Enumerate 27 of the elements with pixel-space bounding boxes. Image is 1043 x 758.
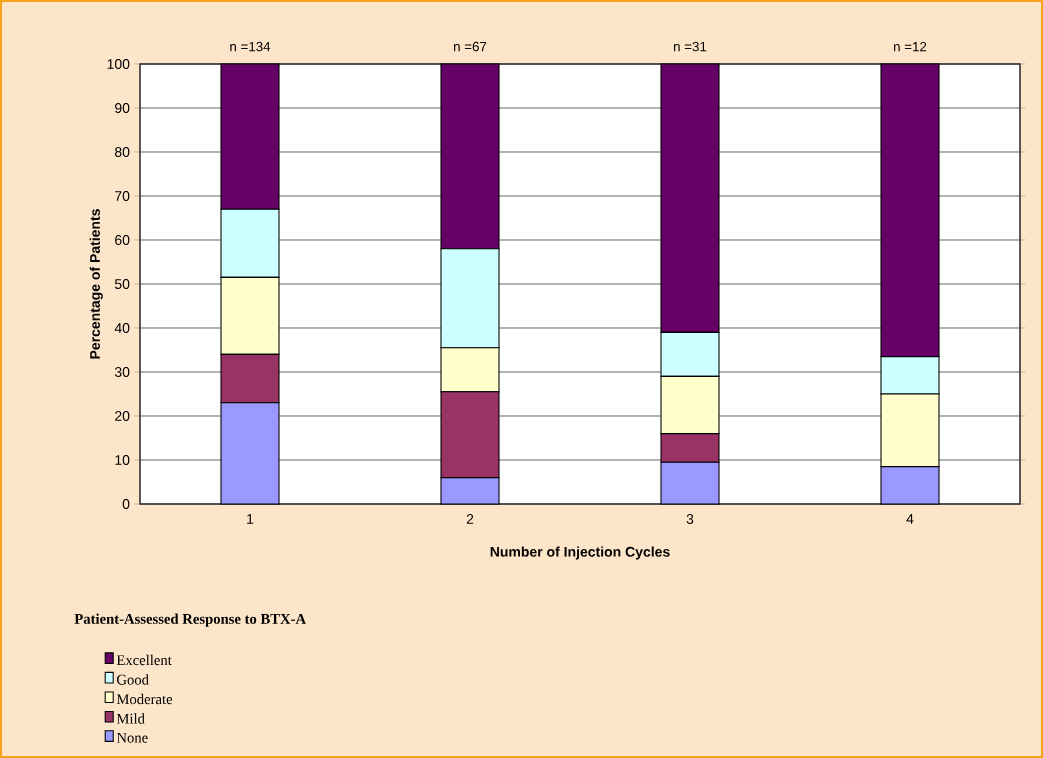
x-tick-label: 3: [686, 514, 694, 524]
legend-label: Moderate: [116, 693, 173, 705]
annotation: n =134: [230, 41, 271, 52]
y-tick-label: 30: [114, 367, 130, 377]
x-axis-title: Number of Injection Cycles: [490, 546, 670, 560]
legend-title: Patient-Assessed Response to BTX-A: [74, 613, 306, 627]
x-tick-label: 1: [247, 514, 254, 524]
y-tick-label: 100: [107, 59, 130, 69]
annotation: n =12: [894, 41, 927, 52]
legend-label: Excellent: [116, 654, 172, 666]
y-tick-label: 40: [114, 323, 130, 333]
y-axis-title: Percentage of Patients: [89, 209, 103, 359]
y-tick-label: 50: [114, 279, 130, 289]
legend-label: Mild: [116, 713, 145, 724]
annotation: n =31: [674, 41, 707, 52]
y-tick-label: 0: [122, 499, 130, 509]
y-tick-label: 90: [115, 103, 130, 113]
annotation: n =67: [454, 41, 487, 52]
y-tick-label: 60: [115, 235, 130, 245]
x-tick-label: 4: [906, 514, 914, 524]
y-tick-label: 10: [115, 455, 130, 465]
legend-label: None: [116, 732, 148, 743]
y-tick-label: 70: [115, 191, 130, 201]
legend-label: Good: [117, 674, 149, 685]
y-tick-label: 80: [114, 147, 130, 157]
y-tick-label: 20: [115, 411, 130, 421]
x-tick-label: 2: [466, 514, 474, 524]
